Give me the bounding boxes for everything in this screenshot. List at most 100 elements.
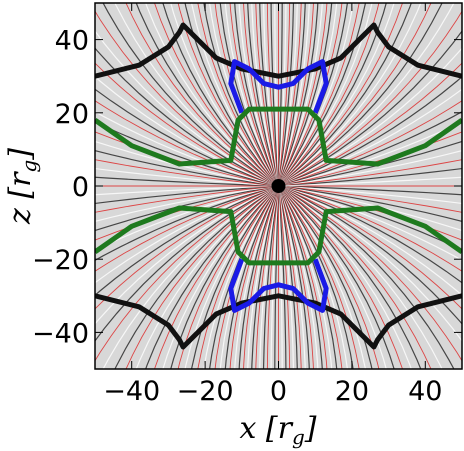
central-object: [271, 179, 286, 193]
field-line: [278, 3, 328, 187]
field-line: [95, 185, 279, 205]
y-tick-label: 0: [72, 172, 89, 203]
field-line: [278, 185, 462, 251]
field-line: [177, 3, 279, 187]
field-line: [197, 185, 279, 369]
contour-line: [228, 59, 329, 114]
field-line: [278, 3, 455, 187]
field-line: [278, 3, 354, 187]
field-line: [278, 185, 360, 369]
y-tick-label: −40: [32, 318, 89, 349]
contour-line: [95, 106, 462, 167]
field-line: [95, 185, 279, 325]
field-line: [184, 185, 279, 369]
field-line: [277, 185, 319, 369]
field-line: [278, 185, 462, 310]
field-line: [95, 185, 279, 342]
field-line: [190, 3, 279, 187]
field-line: [266, 3, 279, 187]
contour-line: [95, 22, 462, 79]
field-line: [262, 185, 280, 369]
field-line: [247, 3, 280, 187]
field-line: [278, 88, 462, 187]
field-line: [278, 176, 462, 187]
field-line: [278, 185, 328, 369]
field-line: [95, 100, 279, 187]
field-line: [114, 185, 279, 369]
field-line: [278, 185, 443, 369]
field-line: [278, 3, 367, 187]
field-line: [219, 3, 280, 187]
field-line: [278, 3, 314, 187]
field-line: [278, 3, 360, 187]
field-line: [278, 100, 462, 187]
field-line: [277, 3, 323, 187]
field-line: [266, 185, 279, 369]
field-line: [102, 3, 279, 187]
field-line: [95, 185, 279, 251]
field-line: [278, 185, 462, 261]
field-line: [154, 3, 279, 187]
y-tick-label: 40: [55, 26, 89, 57]
x-tick-label: −20: [177, 376, 234, 407]
contour-line: [95, 293, 462, 350]
field-line: [278, 185, 380, 369]
field-line: [278, 3, 291, 187]
field-line: [95, 111, 279, 187]
field-line: [135, 3, 279, 187]
field-line: [125, 3, 279, 187]
x-tick-label: 20: [335, 376, 369, 407]
field-line: [277, 185, 295, 369]
field-line: [277, 185, 287, 369]
field-line: [278, 185, 387, 369]
field-line: [278, 185, 395, 369]
field-line: [234, 3, 280, 187]
field-line: [278, 3, 373, 187]
y-tick-label: −20: [32, 245, 89, 276]
field-line: [255, 185, 279, 369]
x-axis-label: x [rg]: [239, 411, 316, 449]
field-line: [278, 185, 422, 369]
field-line: [277, 185, 310, 369]
field-line: [154, 185, 279, 369]
contours: [95, 22, 462, 350]
field-line: [262, 3, 280, 187]
x-tick-label: −40: [103, 376, 160, 407]
field-line: [255, 3, 279, 187]
field-line: [197, 3, 279, 187]
contour-line: [95, 205, 462, 266]
field-line: [278, 185, 462, 272]
field-line: [277, 185, 283, 369]
field-line: [278, 167, 462, 187]
field-line: [95, 185, 279, 222]
x-tick-label: 40: [408, 376, 442, 407]
field-line: [162, 3, 279, 187]
field-line: [278, 185, 462, 284]
field-line: [278, 185, 462, 297]
field-line: [277, 3, 306, 187]
field-line: [95, 185, 279, 284]
field-line: [203, 185, 279, 369]
field-line: [278, 47, 462, 187]
field-line: [95, 10, 279, 187]
field-line: [278, 3, 403, 187]
field-line: [278, 185, 412, 369]
field-line: [278, 3, 412, 187]
field-line: [277, 3, 295, 187]
field-line: [259, 3, 280, 187]
field-line: [278, 185, 367, 369]
field-line: [219, 185, 280, 369]
field-line: [95, 140, 279, 187]
field-line: [95, 121, 279, 187]
field-line: [270, 3, 280, 187]
field-line: [114, 3, 279, 187]
field-line: [177, 185, 279, 369]
field-line: [277, 185, 338, 369]
field-line: [278, 62, 462, 187]
field-line: [95, 185, 279, 232]
field-line: [278, 185, 462, 196]
field-line: [278, 3, 443, 187]
field-line: [278, 111, 462, 187]
